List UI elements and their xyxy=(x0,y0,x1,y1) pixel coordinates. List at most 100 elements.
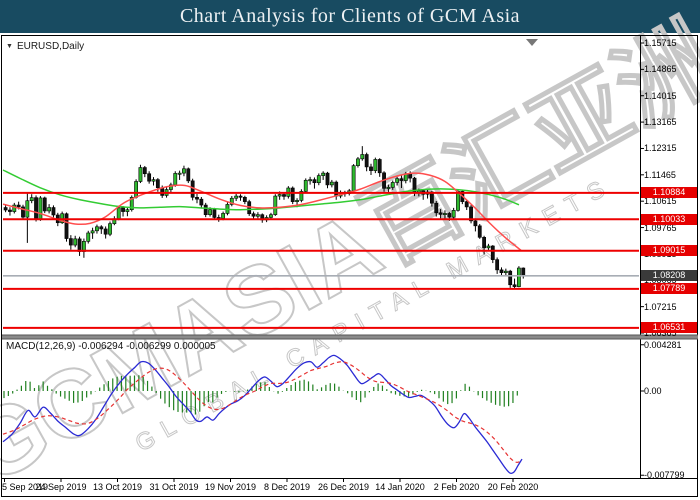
date-axis-label: 5 Sep 2019 xyxy=(2,482,49,492)
candle-bearish xyxy=(195,197,199,200)
date-axis-label: 8 Dec 2019 xyxy=(263,482,311,492)
panel-separator[interactable] xyxy=(2,335,698,339)
candle-bullish xyxy=(108,223,112,235)
candle-bullish xyxy=(90,230,95,234)
candle-bearish xyxy=(68,238,73,246)
candle-bullish xyxy=(177,172,182,175)
candle-bullish xyxy=(503,270,508,273)
candle-bearish xyxy=(364,154,369,168)
price-level-badge: 1.09015 xyxy=(641,245,697,257)
candle-bearish xyxy=(312,179,317,184)
price-axis-label: 1.07215 xyxy=(644,301,677,312)
date-axis-label: 31 Oct 2019 xyxy=(149,482,199,492)
candle-bullish xyxy=(25,200,30,218)
price-axis-label: 1.09765 xyxy=(644,222,677,233)
macd-axis-label: -0.007799 xyxy=(644,470,685,481)
candle-bullish xyxy=(299,191,304,201)
candle-bearish xyxy=(103,228,108,235)
candle-bearish xyxy=(377,159,382,174)
candle-bearish xyxy=(199,198,204,206)
candle-bullish xyxy=(229,197,234,205)
candle-bearish xyxy=(186,168,191,182)
candle-bearish xyxy=(469,206,473,222)
candle-bullish xyxy=(360,154,365,160)
price-axis-label: 1.13165 xyxy=(644,117,677,128)
candle-bearish xyxy=(51,207,56,216)
candle-bearish xyxy=(473,220,478,227)
candle-bearish xyxy=(508,270,513,286)
candle-bullish xyxy=(516,267,521,287)
candle-bearish xyxy=(147,173,152,182)
candle-bearish xyxy=(499,269,504,273)
price-axis-label: 1.10615 xyxy=(644,196,677,207)
candle-bearish xyxy=(242,197,247,202)
price-axis-label: 1.12315 xyxy=(644,143,677,154)
macd-panel-area[interactable] xyxy=(2,340,640,478)
price-axis-label: 1.11465 xyxy=(644,169,676,180)
time-axis-drag-area[interactable] xyxy=(2,479,640,497)
candle-bullish xyxy=(443,213,447,215)
candle-bullish xyxy=(321,172,326,176)
candle-bearish xyxy=(325,172,330,186)
candle-bearish xyxy=(8,209,12,212)
candle-bearish xyxy=(21,206,25,218)
symbol-period-label[interactable]: ▼ EURUSD,Daily xyxy=(6,41,84,52)
macd-main-line xyxy=(2,354,523,475)
candle-bullish xyxy=(73,238,78,246)
price-level-badge: 1.06531 xyxy=(641,322,697,334)
chart-shift-marker-icon[interactable] xyxy=(526,39,538,46)
candle-bullish xyxy=(255,214,260,217)
candle-bullish xyxy=(356,158,360,166)
candle-bullish xyxy=(486,245,491,249)
main-chart-plot-area[interactable] xyxy=(2,38,640,335)
candle-bullish xyxy=(12,204,17,212)
symbol-dropdown-icon[interactable]: ▼ xyxy=(6,43,13,50)
date-axis-label: 13 Oct 2019 xyxy=(92,482,143,492)
page-title: Chart Analysis for Clients of GCM Asia xyxy=(179,5,521,27)
candle-bullish xyxy=(273,195,278,215)
candle-bearish xyxy=(434,202,439,214)
candle-bearish xyxy=(447,213,452,218)
candle-bearish xyxy=(495,259,500,271)
candle-bearish xyxy=(155,179,160,188)
candle-bearish xyxy=(142,167,147,175)
candle-bullish xyxy=(373,159,378,171)
macd-indicator-label: MACD(12,26,9) -0.006294 -0.006299 0.0000… xyxy=(6,341,216,352)
candle-bullish xyxy=(329,181,334,186)
candle-bullish xyxy=(182,168,186,174)
candle-bullish xyxy=(386,187,391,189)
current-price-badge: 1.08208 xyxy=(641,270,697,282)
date-axis-label: 24 Sep 2019 xyxy=(35,482,87,492)
candle-bullish xyxy=(277,194,282,197)
candle-bearish xyxy=(3,207,8,211)
macd-signal-line xyxy=(2,361,523,463)
price-level-badge: 1.10884 xyxy=(641,187,697,199)
candle-bullish xyxy=(390,182,395,188)
candle-bearish xyxy=(399,178,404,181)
price-level-badge: 1.10033 xyxy=(641,213,697,225)
symbol-text: EURUSD,Daily xyxy=(16,41,85,52)
candle-bullish xyxy=(308,179,313,182)
candle-bullish xyxy=(208,209,212,215)
macd-axis-label: 0.00 xyxy=(644,386,662,396)
price-level-badge: 1.07789 xyxy=(641,283,697,295)
candle-bearish xyxy=(42,197,47,212)
candle-bearish xyxy=(203,204,208,215)
date-axis-label: 20 Feb 2020 xyxy=(487,482,539,492)
candle-bearish xyxy=(238,195,243,198)
candle-bullish xyxy=(303,179,308,192)
candle-bearish xyxy=(64,213,69,239)
candle-bullish xyxy=(129,197,134,211)
candle-bearish xyxy=(464,201,469,208)
price-axis-drag-area[interactable] xyxy=(641,38,698,478)
price-axis-label: 1.14865 xyxy=(644,64,677,75)
window-border xyxy=(1,35,698,497)
candle-bullish xyxy=(234,195,239,199)
date-axis-label: 19 Nov 2019 xyxy=(204,482,257,492)
candle-bearish xyxy=(477,225,482,238)
candle-bearish xyxy=(512,284,517,287)
candle-bearish xyxy=(490,245,495,260)
date-axis-label: 2 Feb 2020 xyxy=(433,482,480,492)
candle-bearish xyxy=(251,213,256,217)
